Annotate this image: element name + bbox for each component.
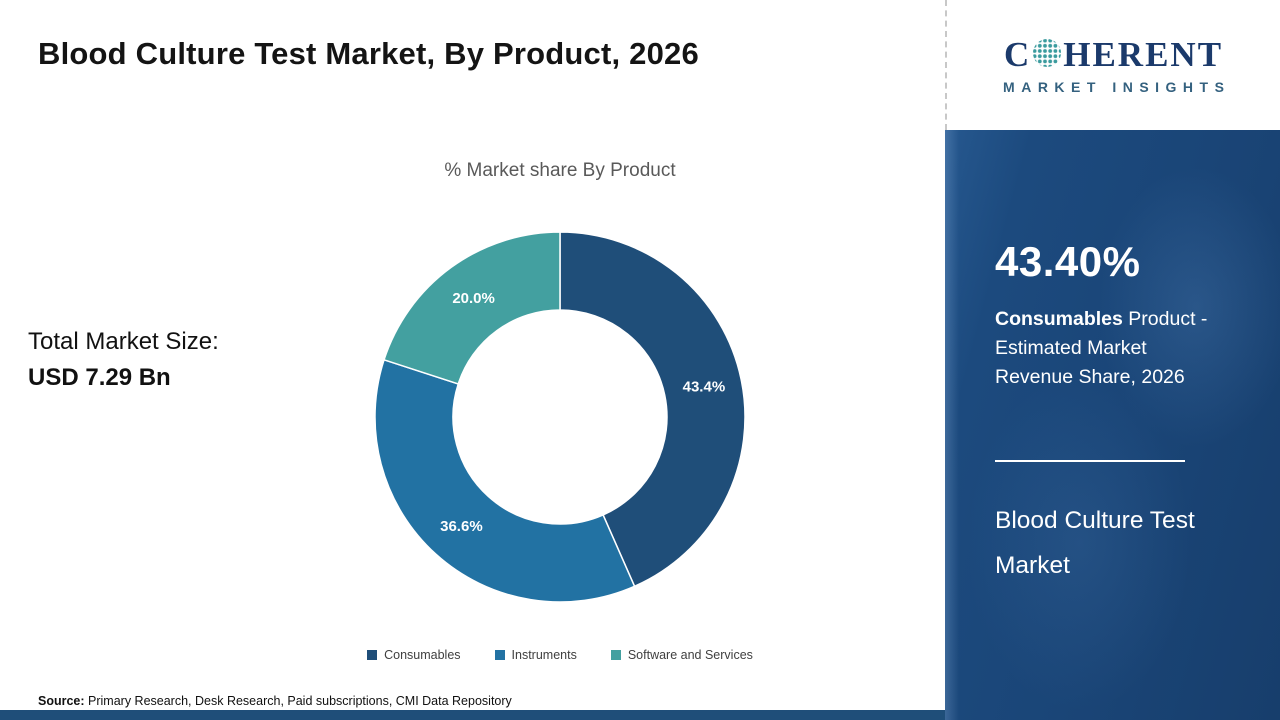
chart-legend: Consumables Instruments Software and Servi…	[230, 648, 890, 662]
brand-logo: C HERENT MARKET INSIGHTS	[945, 0, 1280, 130]
globe-icon	[1032, 38, 1062, 73]
source-label: Source:	[38, 694, 85, 708]
slice-value-label: 43.4%	[683, 379, 726, 396]
donut-segment-consumables	[559, 231, 746, 588]
legend-swatch	[610, 650, 621, 660]
main-area: Blood Culture Test Market, By Product, 2…	[28, 36, 890, 708]
panel-divider	[995, 460, 1185, 462]
highlight-stat-value: 43.40%	[995, 238, 1141, 285]
panel-market-name: Blood Culture Test Market	[995, 507, 1195, 579]
bottom-accent-bar	[0, 710, 1280, 720]
legend-label: Consumables	[384, 648, 461, 662]
highlight-stat-segment: Consumables	[995, 308, 1123, 330]
total-market-size-label: Total Market Size:	[28, 328, 219, 355]
source-text: Primary Research, Desk Research, Paid su…	[84, 694, 512, 708]
legend-label: Instruments	[511, 648, 577, 662]
right-panel: C HERENT MARKET INSIGHTS 43.40%	[945, 0, 1280, 720]
slice-value-label: 20.0%	[452, 290, 495, 307]
slice-value-label: 36.6%	[440, 518, 483, 535]
legend-swatch	[494, 650, 505, 660]
legend-item-consumables: Consumables	[367, 648, 461, 662]
logo-text-suffix: HERENT	[1063, 35, 1224, 74]
logo-subtitle: MARKET INSIGHTS	[1003, 79, 1231, 95]
donut-segment-software-and-services	[383, 231, 561, 385]
highlight-stat-rest: Product - Estimated Market Revenue Share…	[995, 308, 1208, 388]
logo-wordmark: C HERENT	[1004, 35, 1223, 75]
logo-text-prefix: C	[1003, 35, 1032, 74]
highlight-stat-description: Consumables Product - Estimated Market R…	[995, 305, 1220, 392]
source-line: Source: Primary Research, Desk Research,…	[38, 694, 512, 708]
legend-item-software-and-services: Software and Services	[610, 648, 753, 662]
highlight-panel: 43.40% Consumables Product - Estimated M…	[945, 130, 1280, 720]
donut-segment-instruments	[374, 358, 636, 603]
total-market-size-block: Total Market Size: USD 7.29 Bn	[28, 328, 219, 392]
page-title: Blood Culture Test Market, By Product, 2…	[38, 36, 699, 71]
donut-chart-svg: 43.4% 36.6% 20.0%	[374, 231, 746, 603]
chart-title: % Market share By Product	[444, 160, 676, 181]
legend-item-instruments: Instruments	[494, 648, 577, 662]
legend-label: Software and Services	[627, 648, 753, 662]
total-market-size-value: USD 7.29 Bn	[28, 364, 171, 391]
legend-swatch	[367, 650, 378, 660]
donut-chart: 43.4% 36.6% 20.0%	[330, 187, 790, 647]
